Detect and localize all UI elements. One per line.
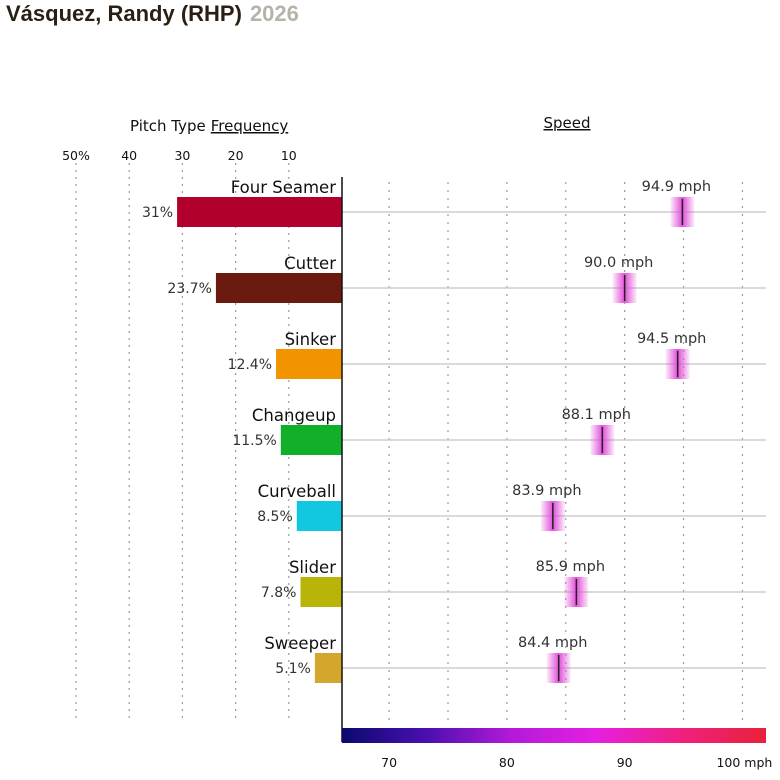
speed-value-label: 85.9 mph <box>536 559 605 575</box>
frequency-bar <box>276 349 342 379</box>
frequency-bar <box>296 501 342 531</box>
pitch-type-label: Sweeper <box>264 634 336 653</box>
pitch-row: 12.4% Sinker 94.5 mph <box>228 330 766 379</box>
speed-value-label: 83.9 mph <box>512 483 581 499</box>
speed-tick-label: 70 <box>381 755 397 770</box>
pitcher-name: Vásquez, Randy (RHP) <box>6 1 242 26</box>
frequency-bar-label: 12.4% <box>228 357 272 373</box>
frequency-tick-label: 20 <box>228 148 244 163</box>
frequency-bar <box>300 577 342 607</box>
frequency-bar <box>314 653 342 683</box>
pitch-type-label: Sinker <box>285 330 337 349</box>
frequency-link[interactable]: Frequency <box>211 117 289 135</box>
frequency-bar <box>177 197 342 227</box>
frequency-bar-label: 5.1% <box>275 661 311 677</box>
pitch-row: 23.7% Cutter 90.0 mph <box>167 254 766 303</box>
pitch-row: 11.5% Changeup 88.1 mph <box>232 406 766 455</box>
pitch-row: 31% Four Seamer 94.9 mph <box>142 178 766 227</box>
pitch-row: 5.1% Sweeper 84.4 mph <box>264 634 766 683</box>
frequency-bar <box>215 273 342 303</box>
frequency-bar-label: 23.7% <box>167 281 211 297</box>
speed-value-label: 90.0 mph <box>584 255 653 271</box>
speed-link[interactable]: Speed <box>543 114 590 132</box>
season-year: 2026 <box>250 1 299 26</box>
frequency-bar <box>280 425 342 455</box>
pitch-type-label: Curveball <box>258 482 336 501</box>
pitch-type-label: Changeup <box>252 406 336 425</box>
pitch-type-label: Cutter <box>284 254 336 273</box>
speed-value-label: 88.1 mph <box>562 407 631 423</box>
pitch-row: 8.5% Curveball 83.9 mph <box>257 482 766 531</box>
frequency-header-prefix: Pitch Type <box>130 117 206 135</box>
pitch-type-label: Slider <box>289 558 336 577</box>
speed-tick-label: 80 <box>499 755 515 770</box>
pitch-rows: 31% Four Seamer 94.9 mph 23.7% Cutter 90.0 mp… <box>142 178 766 683</box>
frequency-bar-label: 8.5% <box>257 509 293 525</box>
speed-color-bar <box>342 728 766 743</box>
speed-axis: 70 80 90 100 mph <box>381 755 772 770</box>
frequency-tick-label: 10 <box>281 148 297 163</box>
speed-value-label: 94.5 mph <box>637 331 706 347</box>
speed-value-label: 84.4 mph <box>518 635 587 651</box>
frequency-tick-label: 40 <box>121 148 137 163</box>
chart-title: Vásquez, Randy (RHP) 2026 <box>6 1 299 26</box>
speed-gridlines <box>388 182 744 726</box>
pitch-type-label: Four Seamer <box>231 178 336 197</box>
frequency-axis: 50% 40 30 20 10 <box>62 148 297 722</box>
frequency-tick-label: 50% <box>62 148 90 163</box>
frequency-bar-label: 11.5% <box>232 433 276 449</box>
speed-tick-label: 90 <box>617 755 633 770</box>
pitch-row: 7.8% Slider 85.9 mph <box>261 558 766 607</box>
speed-tick-label: 100 mph <box>716 755 772 770</box>
speed-value-label: 94.9 mph <box>642 179 711 195</box>
frequency-bar-label: 31% <box>142 205 173 221</box>
frequency-header: Pitch Type Frequency <box>130 117 288 135</box>
frequency-bar-label: 7.8% <box>261 585 297 601</box>
frequency-tick-label: 30 <box>174 148 190 163</box>
